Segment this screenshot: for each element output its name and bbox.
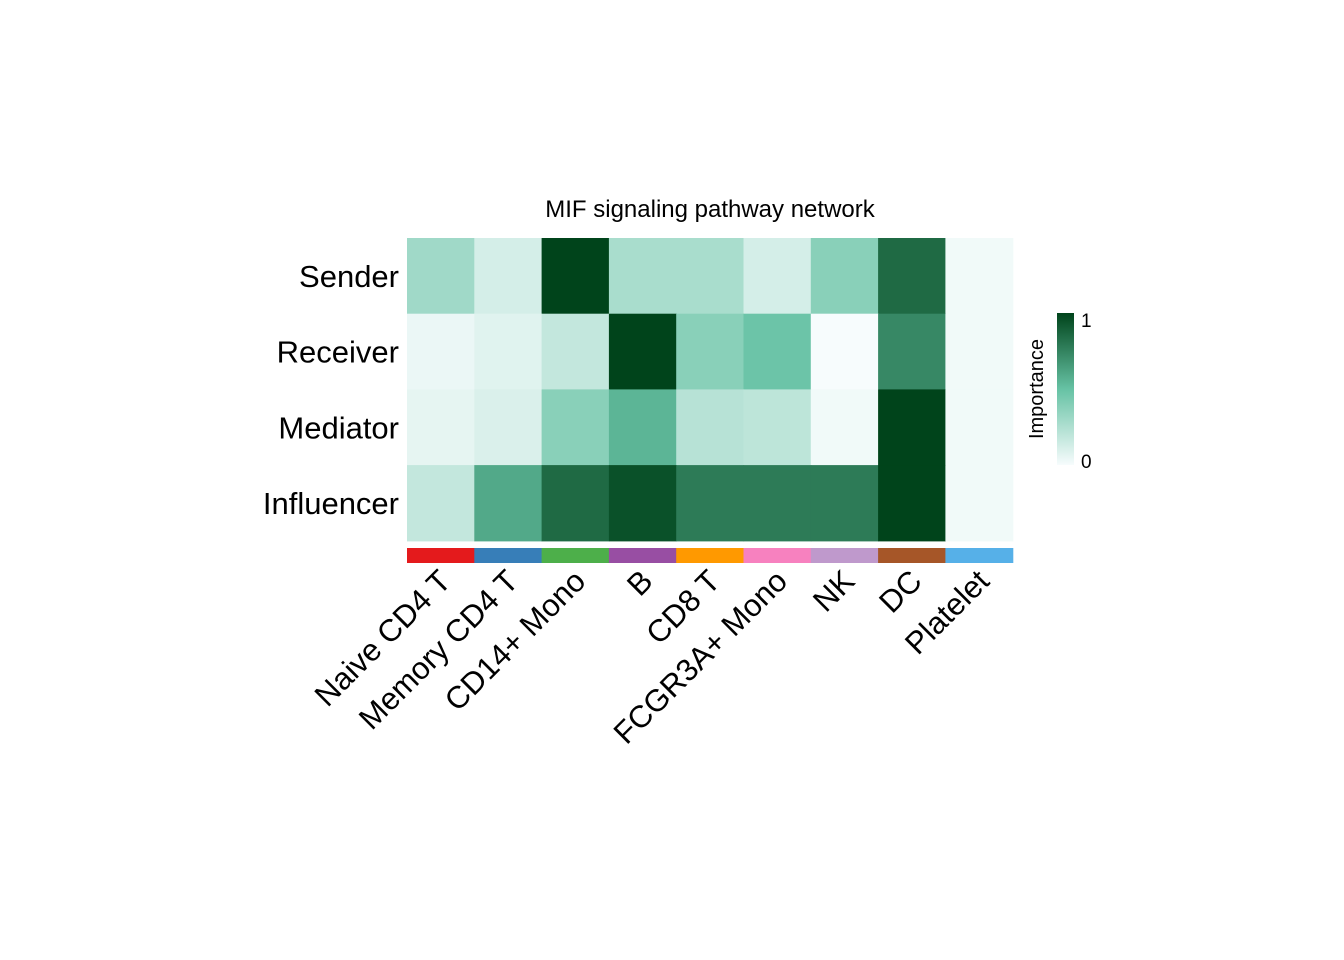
column-label: DC [872, 563, 928, 619]
heatmap-cell [878, 313, 946, 390]
column-label: NK [806, 563, 861, 618]
heatmap-cell [474, 238, 543, 315]
heatmap-cell [878, 389, 946, 466]
heatmap-cell [407, 313, 475, 390]
legend-title: Importance [1026, 339, 1048, 439]
heatmap-cell [541, 313, 610, 390]
heatmap-cell [878, 465, 946, 542]
heatmap-cell [474, 465, 543, 542]
heatmap-cell [810, 238, 879, 315]
heatmap-cell [676, 313, 745, 390]
column-color-swatch [474, 548, 543, 563]
heatmap-cell [743, 238, 812, 315]
heatmap-cell [676, 465, 745, 542]
heatmap-cell [743, 389, 812, 466]
row-label: Sender [299, 259, 399, 294]
heatmap-cell [945, 313, 1014, 390]
heatmap-cell [676, 238, 745, 315]
heatmap-cell [541, 389, 610, 466]
heatmap-cell [810, 465, 879, 542]
heatmap-cell [407, 465, 475, 542]
heatmap-cell [608, 389, 677, 466]
heatmap-cell [407, 238, 475, 315]
heatmap-cell [541, 465, 610, 542]
heatmap-cell [608, 313, 677, 390]
column-color-swatch [945, 548, 1014, 563]
color-legend: 1 0 Importance [1026, 311, 1092, 473]
legend-max-label: 1 [1081, 311, 1092, 332]
heatmap-cell [608, 238, 677, 315]
heatmap-cell [810, 389, 879, 466]
column-color-swatch [878, 548, 946, 563]
heatmap-cell [743, 313, 812, 390]
column-color-swatch [810, 548, 879, 563]
column-color-swatch [407, 548, 475, 563]
heatmap-cell [407, 389, 475, 466]
heatmap-cell [945, 238, 1014, 315]
row-label: Influencer [263, 486, 399, 521]
heatmap-cell [743, 465, 812, 542]
chart-title: MIF signaling pathway network [545, 196, 875, 223]
legend-min-label: 0 [1081, 452, 1092, 473]
heatmap-cell [541, 238, 610, 315]
heatmap-cell [474, 313, 543, 390]
column-color-swatch [743, 548, 812, 563]
heatmap-cell [474, 389, 543, 466]
column-color-swatch [608, 548, 677, 563]
row-label: Receiver [277, 335, 399, 370]
legend-gradient-bar [1057, 313, 1074, 465]
heatmap-cell [608, 465, 677, 542]
row-label: Mediator [278, 410, 399, 445]
heatmap-cells [407, 238, 1014, 542]
column-color-swatch [676, 548, 745, 563]
heatmap-cell [810, 313, 879, 390]
column-label: B [620, 563, 659, 602]
heatmap-cell [676, 389, 745, 466]
column-color-bar [407, 548, 1014, 563]
heatmap-cell [878, 238, 946, 315]
heatmap-cell [945, 465, 1014, 542]
row-labels: Sender Receiver Mediator Influencer [263, 259, 399, 521]
column-color-swatch [541, 548, 610, 563]
heatmap-cell [945, 389, 1014, 466]
